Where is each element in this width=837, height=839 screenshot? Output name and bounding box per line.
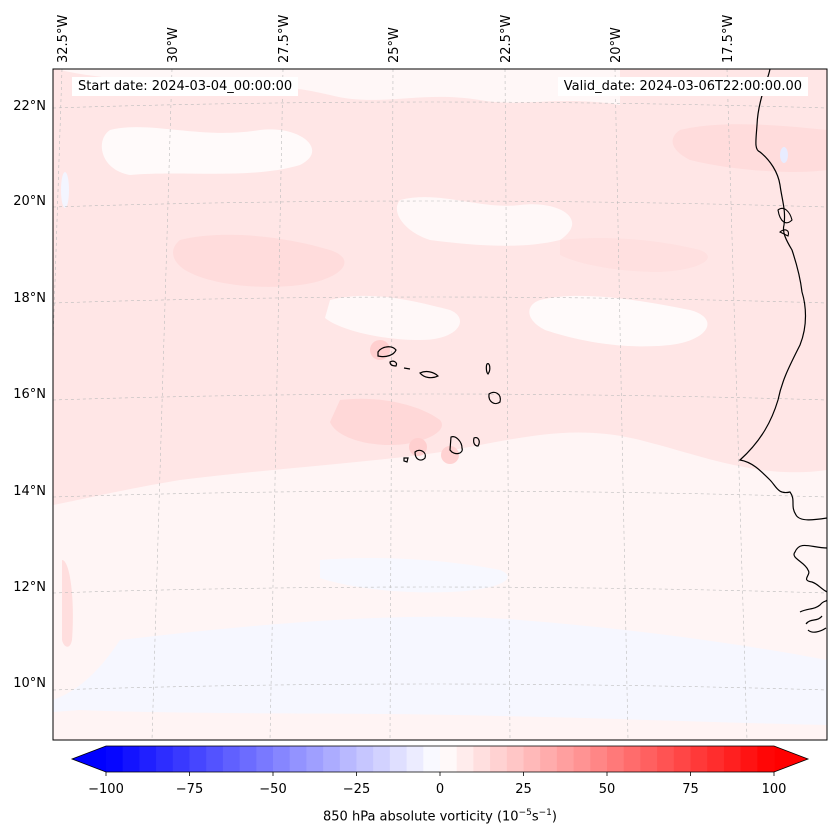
cape-verde-islands <box>377 346 501 463</box>
field-band-blue <box>320 558 508 593</box>
colorbar-cell <box>440 746 458 772</box>
lon-label: 27.5°W <box>277 14 292 63</box>
colorbar-tick-label: −75 <box>175 782 204 797</box>
field-patch-white <box>101 127 313 175</box>
lat-label: 22°N <box>13 99 46 114</box>
start-date-label: Start date: 2024-03-04_00:00:00 <box>72 77 299 96</box>
field-blob-pink <box>62 560 73 647</box>
colorbar-cell <box>172 746 191 772</box>
colorbar-tick-label: −50 <box>259 782 287 797</box>
colorbar-tick-label: 100 <box>761 782 787 797</box>
colorbar-title: 850 hPa absolute vorticity (10−5s−1) <box>323 808 557 825</box>
colorbar-cell <box>707 746 725 772</box>
africa-coastline <box>738 69 827 521</box>
colorbar-cell <box>206 746 224 772</box>
colorbar-cell <box>723 746 742 772</box>
map-frame <box>52 68 828 741</box>
colorbar-extend-min <box>72 746 106 772</box>
colorbar-cell <box>373 746 391 772</box>
field-blob-pink <box>173 234 345 287</box>
field-band-pink <box>53 69 827 505</box>
colorbar-cell <box>473 746 491 772</box>
colorbar-cell <box>356 746 374 772</box>
colorbar-cell <box>273 746 291 772</box>
colorbar-cell <box>306 746 324 772</box>
colorbar-cell <box>573 746 591 772</box>
colorbar-cell <box>156 746 174 772</box>
colorbar-cell <box>590 746 608 772</box>
field-blob-blue <box>780 147 788 163</box>
lat-label: 18°N <box>13 291 46 306</box>
africa-coastline <box>793 544 827 593</box>
lat-label: 16°N <box>13 387 46 402</box>
africa-coastline <box>799 599 827 633</box>
colorbar-cell <box>757 746 775 772</box>
field-patch-white <box>529 295 708 347</box>
colorbar-cell <box>540 746 558 772</box>
field-band-pale <box>53 710 827 740</box>
lat-label: 20°N <box>13 194 46 209</box>
colorbar-cell <box>657 746 675 772</box>
colorbar-cell <box>490 746 508 772</box>
field-blob-pink <box>672 124 827 172</box>
colorbar-cell <box>339 746 358 772</box>
colorbar <box>70 745 810 776</box>
lat-label: 14°N <box>13 484 46 499</box>
colorbar-tick-label: 0 <box>435 782 445 797</box>
field-blob-pink <box>330 398 442 445</box>
lat-label: 10°N <box>13 676 46 691</box>
field-blob-blue <box>61 172 69 208</box>
colorbar-cell <box>289 746 307 772</box>
colorbar-extend-max <box>774 746 808 772</box>
lon-label: 25°W <box>387 27 402 63</box>
colorbar-cell <box>323 746 341 772</box>
colorbar-cell <box>607 746 625 772</box>
colorbar-cell <box>389 746 408 772</box>
colorbar-cell <box>523 746 541 772</box>
colorbar-tick-label: 25 <box>515 782 532 797</box>
colorbar-cell <box>623 746 641 772</box>
colorbar-cell <box>456 746 474 772</box>
field-patch-white <box>396 197 573 246</box>
lon-label: 22.5°W <box>499 14 514 63</box>
valid-date-label: Valid_date: 2024-03-06T22:00:00.00 <box>557 77 808 96</box>
colorbar-cell <box>506 746 525 772</box>
colorbar-cell <box>406 746 424 772</box>
colorbar-cell <box>673 746 692 772</box>
colorbar-cell <box>106 746 124 772</box>
colorbar-cell <box>239 746 257 772</box>
colorbar-cell <box>556 746 575 772</box>
colorbar-cell <box>640 746 658 772</box>
field-blob-pink <box>560 238 708 272</box>
colorbar-tick-label: −100 <box>88 782 124 797</box>
colorbar-cell <box>222 746 241 772</box>
colorbar-tick-label: 50 <box>598 782 616 797</box>
colorbar-cell <box>423 746 441 772</box>
field-blob-pink <box>441 446 459 464</box>
lon-label: 32.5°W <box>56 14 71 63</box>
colorbar-cell <box>690 746 708 772</box>
lon-label: 17.5°W <box>721 14 736 63</box>
colorbar-cell <box>189 746 207 772</box>
colorbar-cell <box>139 746 157 772</box>
colorbar-tick-label: −25 <box>342 782 371 797</box>
lat-label: 12°N <box>13 580 46 595</box>
field-band-blue <box>53 616 827 740</box>
gridlines <box>53 69 827 740</box>
colorbar-cell <box>740 746 758 772</box>
field-patch-white <box>325 295 460 340</box>
vorticity-field <box>53 69 827 740</box>
colorbar-tick-label: 75 <box>682 782 699 797</box>
lon-label: 20°W <box>609 27 624 63</box>
colorbar-cell <box>256 746 274 772</box>
africa-coastline <box>777 207 793 237</box>
lon-label: 30°W <box>166 27 181 63</box>
colorbar-cell <box>122 746 140 772</box>
